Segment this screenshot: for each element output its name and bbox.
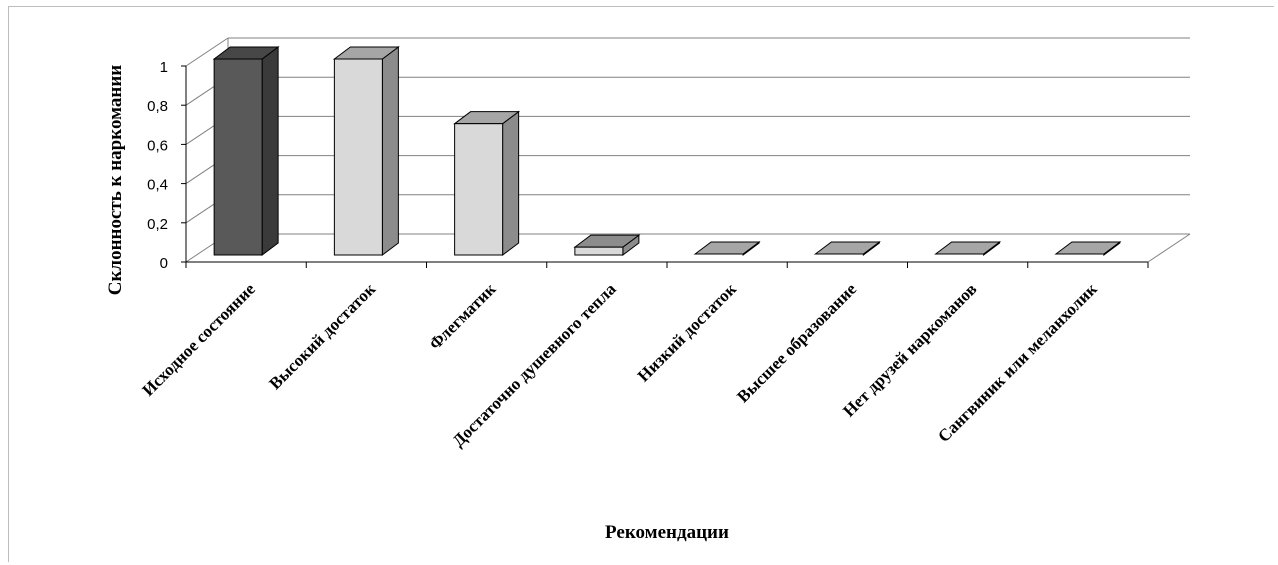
y-tick-label: 0,8	[147, 98, 168, 115]
bar	[332, 46, 400, 256]
y-axis-title: Склонность к наркомании	[105, 65, 126, 296]
y-tick-label: 0,4	[147, 177, 168, 194]
x-tick-label: Высшее образование	[733, 279, 860, 406]
bar	[693, 241, 761, 256]
y-tick-labels: 0 0,2 0,4 0,6 0,8 1	[147, 59, 168, 272]
bar	[212, 46, 280, 256]
gridline-diagonal	[185, 37, 229, 67]
y-tick-label: 0,2	[147, 216, 168, 233]
y-tick-label: 0	[160, 255, 168, 272]
x-tick-labels: Исходное состояние Высокий достаток Флегма…	[139, 279, 1101, 450]
floor-edge	[1147, 233, 1191, 263]
bar	[934, 241, 1002, 256]
y-tick-label: 0,6	[147, 137, 168, 154]
x-tick-label: Исходное состояние	[139, 279, 260, 400]
x-tick-label: Низкий достаток	[634, 279, 740, 385]
bar	[1054, 241, 1122, 256]
y-tick-label: 1	[160, 59, 168, 76]
x-tick-label: Флегматик	[425, 279, 499, 353]
x-tick-label: Высокий достаток	[265, 279, 379, 393]
axes	[181, 65, 1191, 268]
x-axis-title: Рекомендации	[605, 522, 729, 543]
bar	[573, 234, 641, 256]
bars	[212, 46, 1122, 256]
bar	[453, 110, 521, 256]
chart-frame	[8, 6, 1274, 562]
x-tick-label: Нет друзей наркоманов	[839, 279, 980, 420]
bar	[813, 241, 881, 256]
